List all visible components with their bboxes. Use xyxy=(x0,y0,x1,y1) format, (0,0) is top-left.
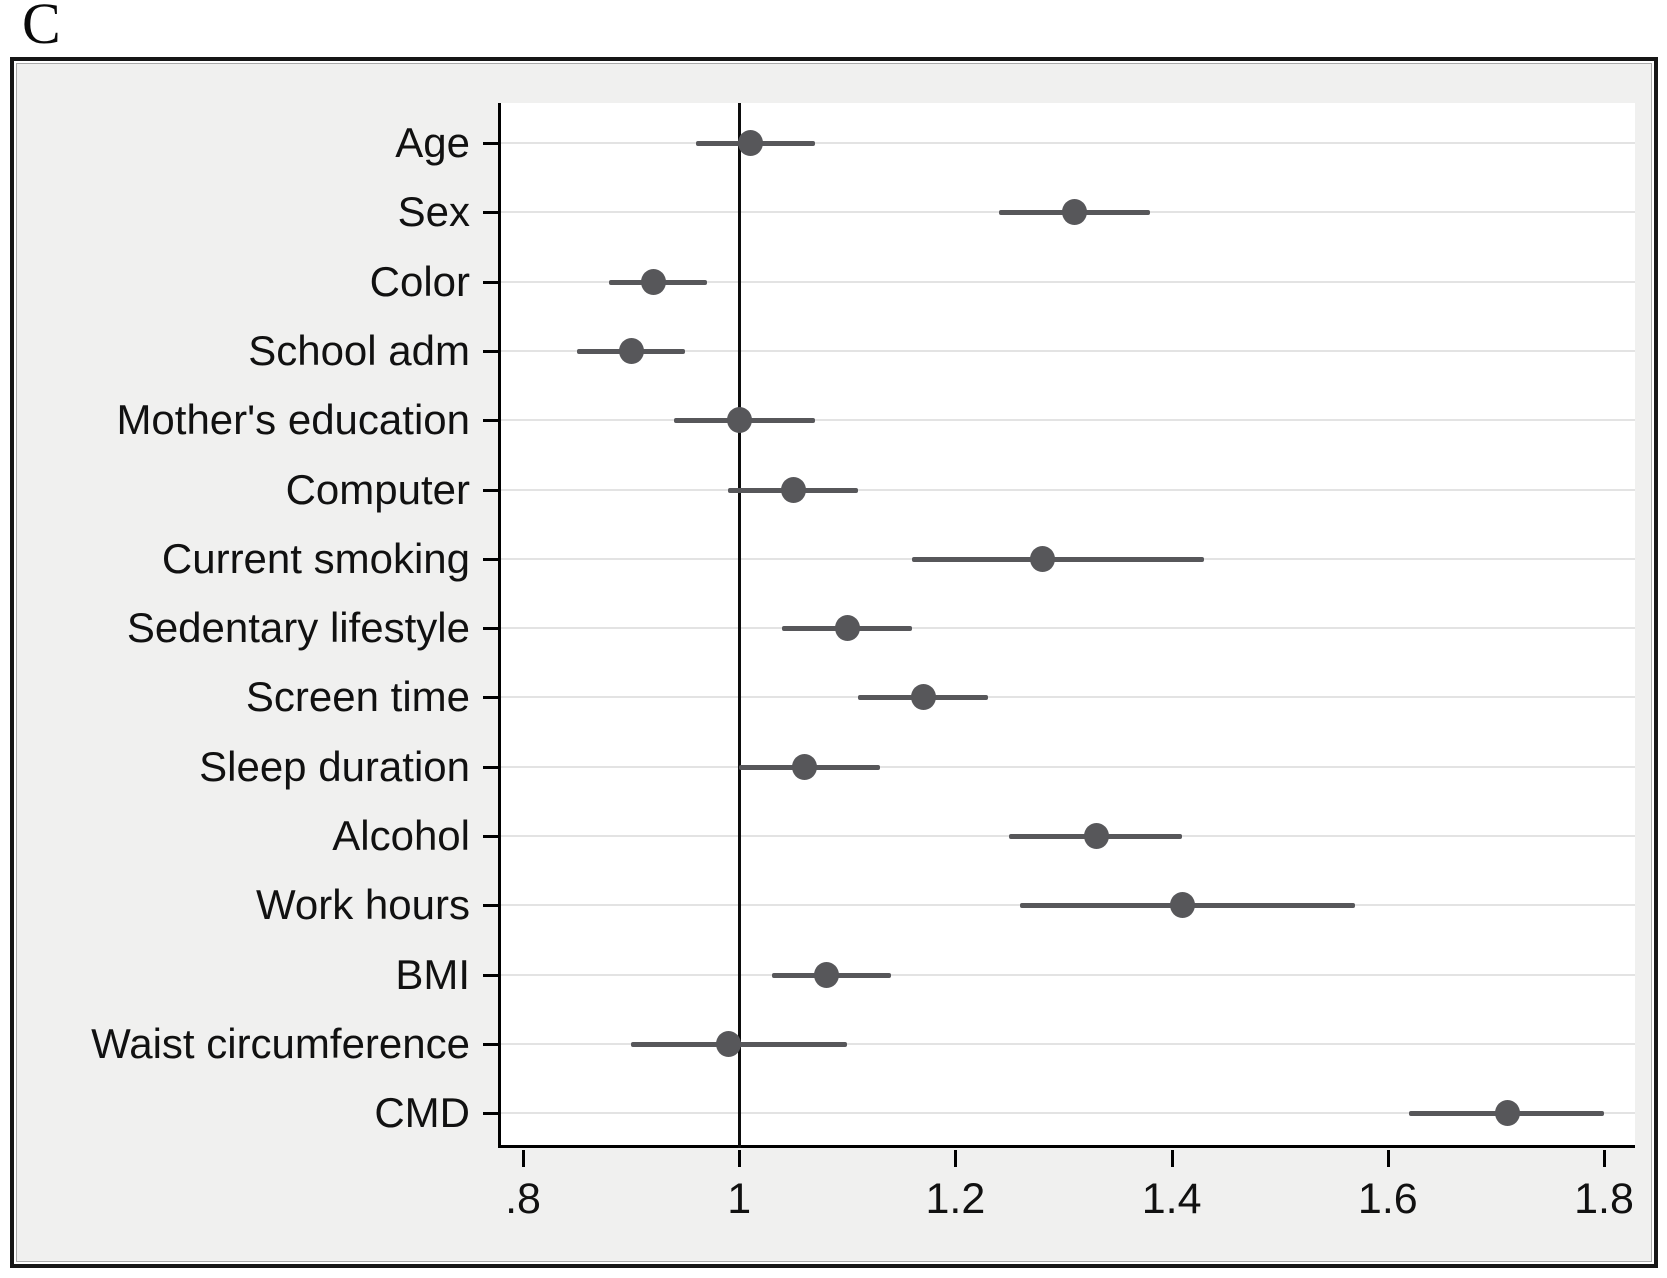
point-estimate-sedentary-lifestyle xyxy=(835,615,861,642)
gridline xyxy=(501,488,1635,491)
point-estimate-alcohol xyxy=(1083,823,1109,849)
x-axis-tick xyxy=(522,1150,525,1167)
gridline xyxy=(501,280,1635,283)
gridline xyxy=(501,1042,1635,1045)
gridline xyxy=(501,1112,1635,1115)
point-estimate-work-hours xyxy=(1170,892,1196,919)
ci-whisker-current-smoking xyxy=(912,556,1205,562)
y-category-label-computer: Computer xyxy=(285,465,470,513)
y-axis-tick xyxy=(483,1112,498,1116)
y-axis-tick xyxy=(483,1042,498,1046)
x-axis-tick xyxy=(954,1150,958,1167)
y-axis-tick xyxy=(483,211,498,215)
y-axis-tick xyxy=(483,349,498,353)
x-tick-label-1-6: 1.6 xyxy=(1357,1175,1418,1223)
y-axis-tick xyxy=(483,142,498,145)
y-category-label-work-hours: Work hours xyxy=(256,881,470,929)
point-estimate-computer xyxy=(781,476,807,503)
y-axis-tick xyxy=(483,696,498,700)
x-axis-tick xyxy=(1170,1150,1174,1167)
gridline xyxy=(501,765,1635,768)
point-estimate-screen-time xyxy=(910,684,936,711)
gridline xyxy=(501,696,1635,699)
y-category-label-screen-time: Screen time xyxy=(245,673,470,721)
y-category-label-mother-s-education: Mother's education xyxy=(116,396,470,444)
y-category-label-sedentary-lifestyle: Sedentary lifestyle xyxy=(126,604,470,652)
y-category-label-cmd: CMD xyxy=(374,1089,470,1137)
point-estimate-waist-circumference xyxy=(716,1030,742,1057)
x-tick-label-1-2: 1.2 xyxy=(925,1175,986,1223)
plot-area xyxy=(498,103,1635,1148)
point-estimate-age xyxy=(738,130,763,156)
y-axis-tick xyxy=(483,904,498,908)
y-category-label-sleep-duration: Sleep duration xyxy=(199,742,470,790)
point-estimate-sex xyxy=(1062,199,1088,226)
gridline xyxy=(501,973,1635,976)
y-axis-tick xyxy=(483,419,498,423)
y-category-label-bmi: BMI xyxy=(395,950,470,998)
x-tick-label-1-4: 1.4 xyxy=(1141,1175,1202,1223)
y-category-label-waist-circumference: Waist circumference xyxy=(91,1019,470,1067)
reference-line xyxy=(738,103,742,1148)
y-axis-tick xyxy=(483,627,498,631)
x-tick-label-1-8: 1.8 xyxy=(1574,1175,1634,1223)
y-category-label-school-adm: School adm xyxy=(248,326,470,374)
point-estimate-cmd xyxy=(1494,1100,1520,1127)
panel-label: C xyxy=(22,0,61,56)
x-axis-tick xyxy=(1603,1150,1606,1167)
y-category-label-age: Age xyxy=(395,119,470,166)
y-category-label-current-smoking: Current smoking xyxy=(161,534,470,582)
point-estimate-sleep-duration xyxy=(792,753,818,780)
x-tick-label-8: .8 xyxy=(505,1175,541,1223)
x-axis-tick xyxy=(1386,1150,1390,1167)
y-axis-tick xyxy=(483,765,498,769)
y-category-label-sex: Sex xyxy=(397,188,470,236)
gridline xyxy=(501,349,1635,352)
point-estimate-bmi xyxy=(813,961,839,988)
y-category-label-color: Color xyxy=(369,257,470,305)
point-estimate-school-adm xyxy=(619,337,645,364)
y-axis-tick xyxy=(483,835,498,838)
point-estimate-color xyxy=(640,268,666,295)
y-axis-tick xyxy=(483,973,498,977)
point-estimate-current-smoking xyxy=(1029,545,1055,572)
gridline xyxy=(501,142,1635,144)
y-axis-tick xyxy=(483,280,498,284)
gridline xyxy=(501,419,1635,422)
x-axis-tick xyxy=(738,1150,742,1167)
y-axis-tick xyxy=(483,488,498,492)
y-category-label-alcohol: Alcohol xyxy=(332,812,470,859)
x-tick-label-1: 1 xyxy=(727,1175,752,1223)
gridline xyxy=(501,627,1635,630)
y-axis-tick xyxy=(483,557,498,561)
point-estimate-mother-s-education xyxy=(727,407,753,434)
